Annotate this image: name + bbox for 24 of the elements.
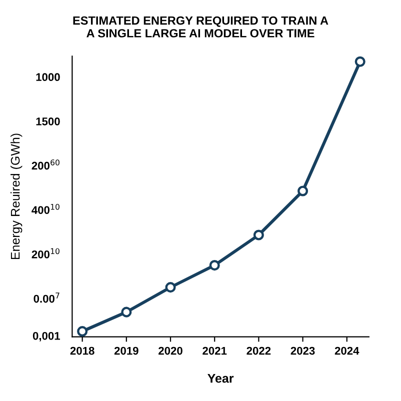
x-tick-label: 2018 [70, 346, 94, 355]
x-axis-title: Year [208, 374, 234, 383]
chart-title: ESTIMATED ENERGY REQUIRED TO TRAIN A A SINGLE LARGE AI MODEL OVER TIME [73, 16, 328, 38]
text: 1500 [36, 118, 60, 126]
x-tick-label: 2019 [114, 346, 138, 355]
point [121, 306, 132, 318]
x-tick-label: 2022 [246, 346, 271, 355]
text: 400$^{10}$ [32, 204, 60, 214]
point [253, 230, 264, 240]
text: 0,001 [32, 332, 60, 342]
text: 0.00$^{7}$ [34, 292, 60, 303]
y-axis-title: Energy Reuired (GWh) [10, 134, 22, 260]
x-tick-label: 2021 [202, 346, 227, 355]
x-tick-label: 2023 [290, 346, 315, 355]
point [77, 326, 88, 337]
x-tick-label: 2020 [158, 346, 182, 355]
point [298, 186, 308, 196]
x-tick-label: 2024 [334, 346, 360, 355]
point [165, 282, 176, 293]
text: 1000 [36, 73, 60, 82]
text: 200$^{60}$ [32, 160, 60, 170]
point [354, 56, 366, 67]
point [209, 260, 220, 271]
text: 200$^{10}$ [32, 248, 60, 258]
